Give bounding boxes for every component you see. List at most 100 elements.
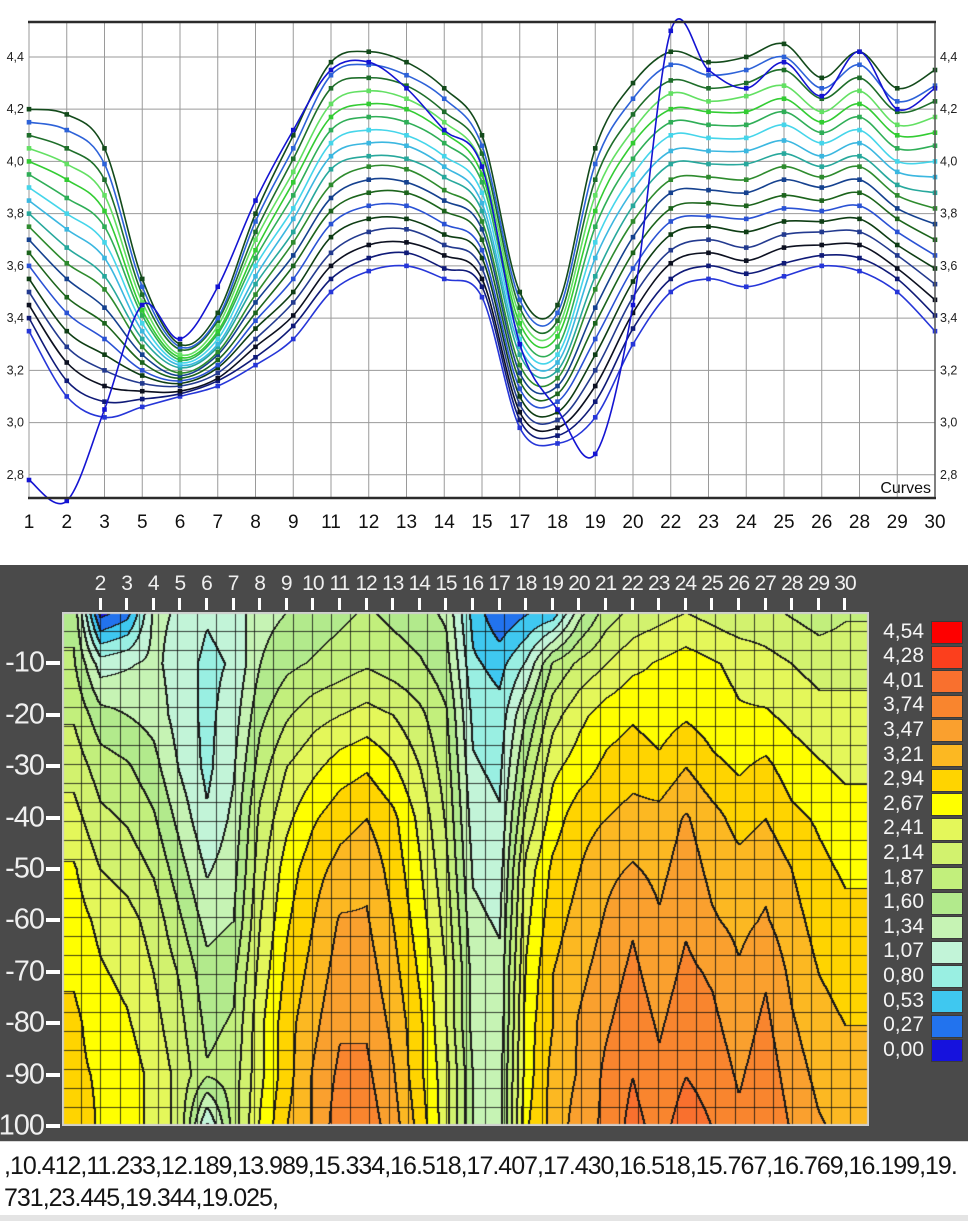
curve-data-marker <box>743 203 749 209</box>
curve-data-marker <box>668 206 674 211</box>
curve-data-marker <box>441 109 447 115</box>
curve-data-marker <box>819 96 825 102</box>
curve-data-marker <box>894 242 900 248</box>
contour-depth-axis-tick <box>46 661 60 666</box>
curve-data-marker <box>592 193 598 198</box>
x-axis-label: 2 <box>61 512 72 533</box>
curve-data-marker <box>630 279 636 284</box>
curve-data-marker <box>64 127 70 133</box>
legend-swatch <box>931 793 963 817</box>
curve-data-marker <box>404 227 409 232</box>
legend-label: 4,28 <box>883 644 924 668</box>
curve-data-marker <box>328 166 334 172</box>
curve-data-marker <box>743 258 749 263</box>
contour-depth-axis-tick <box>46 1021 60 1026</box>
curve-data-marker <box>781 41 787 47</box>
legend-swatch <box>931 670 963 694</box>
curve-data-marker <box>706 161 711 167</box>
curve-data-marker <box>102 208 107 214</box>
curve-data-marker <box>743 67 749 73</box>
curve-data-marker <box>404 190 409 196</box>
curve-data-marker <box>668 62 674 68</box>
curve-data-marker <box>857 88 862 94</box>
contour-x-axis-tick <box>151 598 155 610</box>
curve-data-marker <box>253 263 258 269</box>
curve-data-marker <box>290 253 296 258</box>
curve-series-line[interactable] <box>28 189 936 402</box>
legend-label: 4,54 <box>883 619 924 643</box>
curve-data-marker <box>479 284 485 290</box>
curve-data-marker <box>555 433 560 438</box>
curve-data-marker <box>328 234 334 240</box>
x-axis-label: 14 <box>434 512 456 533</box>
curve-data-marker <box>630 80 636 86</box>
curve-data-marker <box>328 101 334 107</box>
contour-x-axis-label: 28 <box>781 572 803 595</box>
curve-data-marker <box>894 146 900 151</box>
contour-depth-axis-label: -30 <box>5 749 45 782</box>
curve-data-marker <box>706 187 711 193</box>
curve-data-marker <box>517 344 523 350</box>
curve-data-marker <box>441 242 447 248</box>
curve-data-marker <box>102 177 107 182</box>
curve-data-marker <box>26 224 32 230</box>
curve-data-marker <box>26 132 32 138</box>
curve-data-marker <box>441 127 447 133</box>
curve-data-marker <box>555 441 560 446</box>
curve-data-marker <box>26 328 32 334</box>
curve-data-marker <box>215 318 221 324</box>
curve-data-marker <box>26 106 32 112</box>
curve-data-marker <box>743 148 749 154</box>
curve-data-marker <box>290 336 296 342</box>
contour-x-axis-label: 7 <box>227 572 240 595</box>
curve-data-marker <box>479 180 485 185</box>
curve-data-marker <box>668 232 674 237</box>
curve-series-line[interactable] <box>28 177 936 395</box>
contour-x-axis-label: 25 <box>701 572 723 595</box>
curve-data-marker <box>253 326 258 331</box>
contour-x-axis-label: 24 <box>674 572 697 595</box>
curve-data-marker <box>64 498 70 504</box>
curve-data-marker <box>479 161 485 167</box>
curve-data-marker <box>290 216 296 222</box>
curve-data-marker <box>555 417 560 423</box>
legend-label: 2,41 <box>883 816 924 840</box>
curve-data-marker <box>441 119 447 125</box>
curve-data-marker <box>366 127 372 133</box>
x-axis-label: 24 <box>736 512 758 533</box>
legend-label: 1,60 <box>883 890 924 914</box>
legend-label: 0,53 <box>883 988 924 1012</box>
contour-depth-axis-tick <box>46 815 60 820</box>
contour-x-axis-label: 3 <box>121 572 133 595</box>
curve-data-marker <box>441 253 447 258</box>
curve-data-marker <box>215 284 221 290</box>
x-axis-label: 7 <box>212 512 223 533</box>
contour-x-axis-tick <box>204 598 208 610</box>
curve-data-marker <box>668 219 674 224</box>
curve-data-marker <box>630 266 636 271</box>
curve-data-marker <box>743 245 749 250</box>
curve-data-marker <box>102 193 107 198</box>
data-readout-text[interactable]: ,10.412,11.233,12.189,13.989,15.334,16.5… <box>4 1152 958 1212</box>
curve-data-marker <box>592 415 598 420</box>
curve-data-marker <box>819 219 825 224</box>
contour-canvas[interactable] <box>62 612 869 1126</box>
contour-x-axis-label: 15 <box>435 572 457 595</box>
curve-data-marker <box>555 302 560 308</box>
contour-x-axis-tick <box>630 598 634 610</box>
curve-data-marker <box>253 354 258 360</box>
curve-data-marker <box>479 255 485 261</box>
curve-data-marker <box>706 85 711 91</box>
curve-data-marker <box>819 164 825 169</box>
curve-data-marker <box>26 276 32 282</box>
curve-data-marker <box>857 114 862 120</box>
y-axis-label-right: 4,2 <box>940 102 957 116</box>
contour-x-axis-tick <box>391 598 395 610</box>
curve-data-marker <box>857 255 862 261</box>
curve-data-marker <box>630 250 636 256</box>
curves-plot[interactable]: 4,4 4,4 4,2 4,2 4,0 4,0 3,8 3,8 3,6 3,6 3,4 3,4 3,2 3… <box>0 0 968 545</box>
contour-x-axis-label: 20 <box>568 572 590 595</box>
contour-x-axis-tick <box>417 598 421 610</box>
curve-data-marker <box>253 211 258 216</box>
legend-swatch <box>931 768 963 792</box>
